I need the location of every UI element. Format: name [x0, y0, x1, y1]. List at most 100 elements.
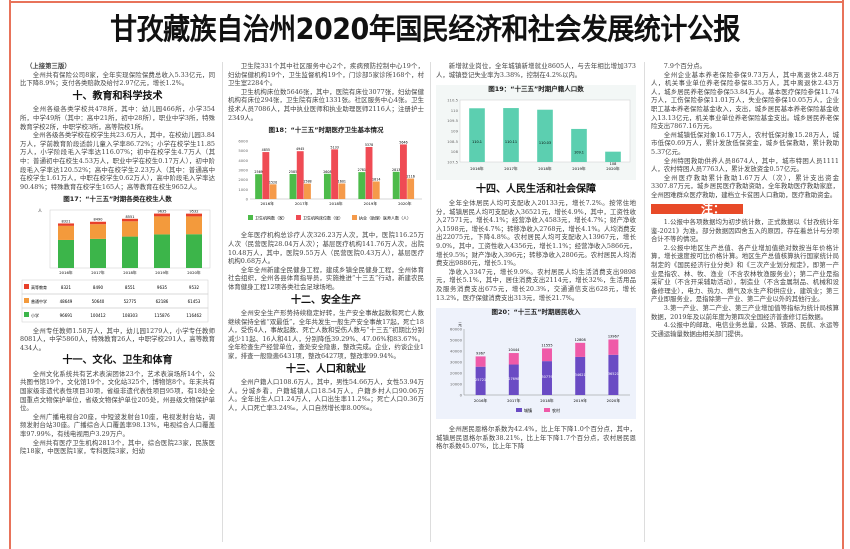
- table-cell: 52775: [124, 299, 137, 304]
- bar-segment: [122, 218, 138, 222]
- bar-value-label: 109.1: [574, 150, 584, 154]
- legend-swatch: [24, 297, 29, 303]
- column-4: 7.9个百分点。 全州企业基本养老保险参保9.73万人，其中离退休2.48万人，…: [651, 62, 839, 549]
- table-cell: 115876: [154, 313, 170, 318]
- chart18-caption: 图18：“十三五”时期医疗卫生基本情况: [268, 126, 384, 135]
- bar-value-label: 9367: [476, 351, 485, 355]
- bar: [605, 151, 621, 162]
- chart17: 人 8321 2016年 8490 2017年 8551 2018年 9635 2019年 953…: [21, 208, 211, 323]
- bar-value-label: 110.1: [472, 140, 482, 144]
- table-row: [21, 293, 209, 309]
- bar-value-label: 2608: [323, 170, 331, 174]
- note-item: 4.公报中的邮政、电信业务总量，公路、铁路、民航、水运等交通运输量数据由相关部门…: [651, 321, 839, 338]
- page-title: 甘孜藏族自治州2020年国民经济和社会发展统计公报: [110, 12, 740, 47]
- column-1: （上接第三版） 全州共有保险公司8家，全年实现保险保费总收入5.33亿元，同比下…: [20, 62, 215, 549]
- paragraph: 全州企业基本养老保险参保9.73万人，其中离退休2.48万人，机关事业单位养老保…: [651, 70, 839, 131]
- chart20: 元 0 10000 20000 30000 40000 50000 60000 25721 936…: [450, 322, 630, 413]
- bar: [537, 109, 553, 162]
- paragraph: 7.9个百分点。: [663, 62, 706, 70]
- bar-total-label: 9635: [158, 209, 167, 213]
- chart19: 107.5 108 108.5 109 109.5 110 110.5 110.1 2016年 1…: [447, 97, 631, 171]
- top-border: [9, 1, 844, 3]
- bar-value-label: 2585: [289, 170, 297, 174]
- bar: [289, 173, 297, 199]
- bar-segment: [542, 360, 552, 395]
- bar-segment: [90, 224, 106, 239]
- bar-segment: [90, 221, 106, 225]
- y-tick-label: 0: [460, 392, 463, 397]
- bar-segment: [154, 234, 170, 268]
- bar-value-label: 4945: [296, 147, 304, 151]
- legend-swatch: [24, 283, 29, 289]
- x-tick-label: 2017年: [504, 166, 518, 171]
- bar: [323, 173, 331, 199]
- paragraph: 全年医疗机构总诊疗人次326.23万人次，其中，医院116.25万人次（民营医院…: [228, 231, 424, 266]
- table-cell: 108303: [122, 313, 138, 318]
- paragraph: 全州各级各类学校共478所，其中：幼儿园466所，小学354所，中学49所（其中…: [20, 105, 215, 131]
- bar-segment: [90, 238, 106, 268]
- y-tick-label: 110.5: [447, 97, 458, 102]
- bar: [296, 150, 304, 199]
- y-tick-label: 40000: [450, 348, 463, 353]
- chart19-caption: 图19：“十三五”时期户籍人口数: [488, 85, 584, 94]
- y-tick-label: 10000: [450, 381, 463, 386]
- y-axis-unit: 元: [458, 322, 462, 327]
- x-tick-label: 2020年: [187, 270, 201, 275]
- bar-segment: [575, 356, 586, 395]
- bar: [331, 149, 339, 199]
- bar-segment: [154, 213, 170, 217]
- bar-value-label: 2813: [392, 168, 400, 172]
- table-cell: 9532: [189, 285, 200, 290]
- y-tick-label: 4000: [238, 158, 248, 163]
- bar-segment: [608, 339, 619, 355]
- note-item: 3.第一产业、第二产业、第三产业增加值等指标为统计局核算数据，2019年及以前年…: [651, 304, 839, 321]
- paragraph: 全州特困救助供养人员8674人，其中，城市特困人员1111人，农村特困人员776…: [651, 156, 839, 174]
- notes-label: 注：: [651, 203, 743, 214]
- section-heading: 十三、人口和就业: [286, 363, 366, 375]
- paragraph: 全年全体居民人均可支配收入20133元，增长7.2%。按常住地分，城镇居民人均可…: [436, 198, 636, 268]
- column-divider: [644, 62, 645, 542]
- bar-segment: [508, 352, 519, 365]
- y-tick-label: 6000: [238, 138, 248, 143]
- y-tick-label: 110: [451, 108, 459, 113]
- column-2: 卫生院331个其中社区服务中心2个，疾病预防控制中心19个，妇幼保健机构19个，…: [228, 62, 424, 549]
- y-tick-label: 107.5: [447, 159, 458, 164]
- x-tick-label: 2020年: [607, 398, 621, 403]
- bar-value-label: 2569: [254, 170, 262, 174]
- bar-total-label: 8321: [62, 219, 71, 223]
- paragraph: 全州安全生产形势持续稳定好转，生产安全事故起数和死亡人数继续保持全省“双最低”，…: [228, 309, 424, 361]
- bar-segment: [58, 239, 74, 268]
- y-tick-label: 109: [451, 128, 459, 133]
- paragraph: 全州各级各类学校在校学生共23.6万人，其中，在校幼儿园3.84万人，学前教育阶…: [20, 131, 215, 191]
- bar: [365, 146, 373, 199]
- table-row: [21, 307, 209, 323]
- bar-segment: [58, 223, 74, 226]
- column-3: 新增就业岗位，全年城镇新增就业8605人，与去年相比增加373人，城镇登记失业率…: [436, 62, 636, 549]
- table-cell: 61453: [188, 299, 201, 304]
- bar-value-label: 13967: [608, 334, 619, 338]
- bar-value-label: 2781: [358, 168, 366, 172]
- table-cell: 100412: [90, 313, 106, 318]
- legend-label: 普通中学: [31, 298, 47, 304]
- bar-value-label: 2116: [406, 174, 414, 178]
- bar: [304, 183, 311, 199]
- legend-swatch: [24, 311, 29, 317]
- y-tick-label: 60000: [450, 326, 463, 331]
- x-tick-label: 2017年: [295, 201, 309, 206]
- table-cell: 9635: [157, 285, 168, 290]
- bar-segment: [186, 213, 202, 217]
- x-tick-label: 2019年: [573, 398, 587, 403]
- bar: [372, 181, 380, 199]
- bar-value-label: 25721: [475, 378, 486, 382]
- table-row: [21, 279, 209, 295]
- continued-note: （上接第三版）: [26, 62, 71, 70]
- legend-swatch: [296, 214, 301, 220]
- bar-segment: [122, 221, 138, 237]
- legend-swatch: [544, 407, 550, 412]
- bar-value-label: 5378: [365, 143, 373, 147]
- bar-value-label: 5646: [399, 140, 407, 144]
- legend-label: 高等教育: [31, 284, 47, 290]
- table-cell: 50640: [92, 299, 105, 304]
- paragraph: 全州户籍人口108.6万人，其中，男性54.66万人，女性53.94万人。分城乡…: [228, 378, 424, 413]
- x-tick-label: 2018年: [123, 270, 137, 275]
